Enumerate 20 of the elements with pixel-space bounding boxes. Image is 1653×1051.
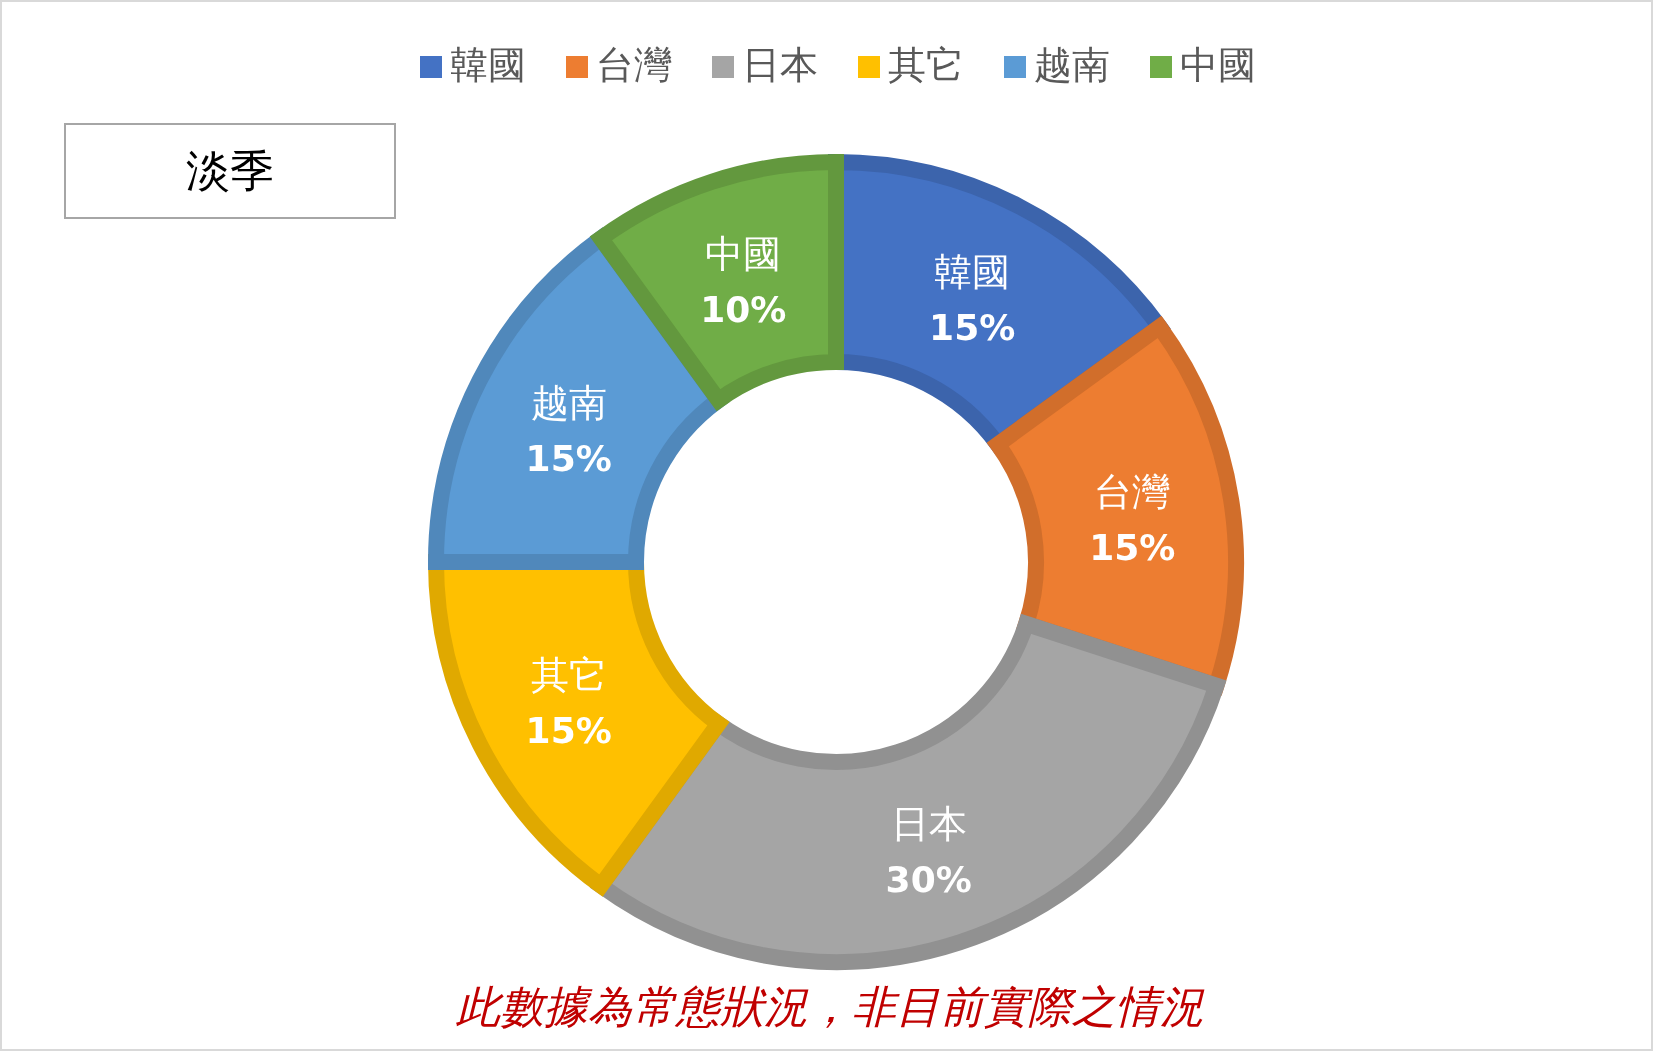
slice-label: 越南	[530, 380, 607, 425]
data-label: 15%	[1089, 527, 1176, 569]
text: 淡季	[186, 145, 274, 196]
slice-label: 其它	[530, 653, 607, 698]
legend-label: 韓國	[450, 43, 526, 87]
data-label: 30%	[885, 859, 972, 901]
data-label: 15%	[525, 710, 612, 752]
slice-label: 韓國	[934, 249, 1011, 294]
legend-label: 越南	[1034, 43, 1110, 87]
slice-label: 日本	[890, 802, 967, 847]
slice-label: 中國	[705, 231, 782, 276]
data-label: 10%	[700, 288, 787, 330]
legend-label: 台灣	[596, 43, 672, 87]
legend-label: 其它	[888, 43, 964, 87]
data-label: 15%	[929, 306, 1016, 348]
slice-label: 台灣	[1094, 470, 1171, 515]
text: 此數據為常態狀況，非目前實際之情況	[456, 981, 1205, 1032]
legend-label: 日本	[742, 43, 818, 87]
data-label: 15%	[525, 437, 612, 479]
legend-label: 中國	[1180, 43, 1256, 87]
